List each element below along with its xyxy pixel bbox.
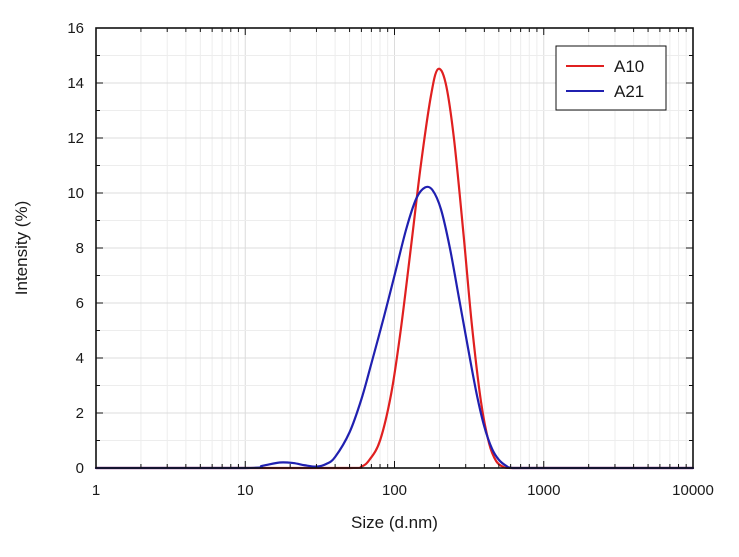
x-tick-label: 100 <box>382 482 407 499</box>
x-tick-label: 1 <box>92 482 100 499</box>
y-tick-label: 8 <box>76 240 84 257</box>
axis-ticks: 1 10 100 1000 10000 0 2 4 6 8 10 12 14 16 <box>67 20 714 499</box>
y-axis-title: Intensity (%) <box>12 201 31 295</box>
y-tick-label: 6 <box>76 295 84 312</box>
x-axis-title: Size (d.nm) <box>351 513 438 532</box>
x-tick-label: 10000 <box>672 482 714 499</box>
y-tick-label: 0 <box>76 460 84 477</box>
legend-box <box>555 45 667 111</box>
grid <box>95 28 693 468</box>
y-tick-label: 10 <box>67 185 84 202</box>
x-tick-label: 1000 <box>527 482 560 499</box>
y-tick-label: 16 <box>67 20 84 37</box>
series-line-a21 <box>94 185 695 470</box>
legend-label-a10: A10 <box>614 57 644 76</box>
x-tick-label: 10 <box>237 482 254 499</box>
series-layer <box>94 67 695 470</box>
series-line-a10 <box>94 67 695 470</box>
y-tick-label: 12 <box>67 130 84 147</box>
y-tick-label: 14 <box>67 75 84 92</box>
y-tick-label: 2 <box>76 405 84 422</box>
legend: A10 A21 <box>555 45 667 111</box>
legend-label-a21: A21 <box>614 82 644 101</box>
y-tick-label: 4 <box>76 350 84 367</box>
